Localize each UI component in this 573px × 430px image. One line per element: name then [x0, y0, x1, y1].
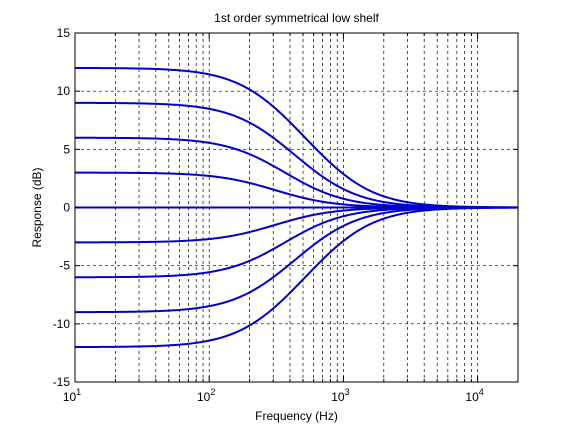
y-tick-label: -10	[53, 317, 71, 331]
chart-title: 1st order symmetrical low shelf	[214, 11, 379, 25]
x-axis-label: Frequency (Hz)	[255, 409, 338, 423]
y-axis-label: Response (dB)	[30, 167, 44, 247]
y-tick-labels: -15 -10 -5 0 5 10 15	[53, 26, 71, 389]
x-tick-labels: 101 102 103 104	[63, 387, 484, 404]
y-tick-label: -15	[53, 375, 71, 389]
tick-marks	[75, 32, 518, 383]
x-tick-label: 101	[63, 387, 81, 404]
x-tick-label: 102	[197, 387, 215, 404]
y-tick-label: 15	[57, 26, 71, 40]
series-line	[75, 206, 518, 349]
x-tick-label: 104	[465, 387, 483, 404]
y-tick-label: 0	[63, 201, 70, 215]
y-tick-label: 10	[57, 84, 71, 98]
x-tick-label: 103	[331, 387, 349, 404]
y-tick-label: -5	[59, 259, 70, 273]
series-group	[75, 66, 518, 349]
y-tick-label: 5	[63, 142, 70, 156]
